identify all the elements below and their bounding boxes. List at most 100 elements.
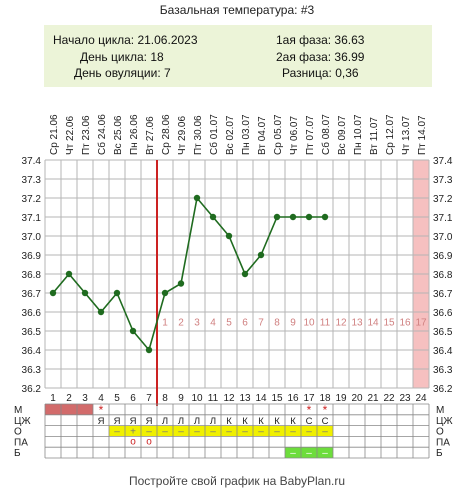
phase-day-number: 12: [335, 318, 347, 329]
mucus-quality-mark: –: [258, 427, 264, 438]
x-tick-date-label: Сб 01.07: [208, 114, 220, 155]
mucus-letter: К: [274, 416, 280, 427]
cycle-start-text: Начало цикла: 21.06.2023: [53, 33, 198, 47]
x-tick-date-label: Чт 29.06: [177, 116, 188, 155]
y-tick-label-left: 37.1: [22, 213, 42, 224]
cycle-day-text: День цикла: 18: [80, 50, 164, 64]
x-tick-day-label: 23: [399, 393, 411, 404]
y-tick-label-right: 36.9: [433, 251, 453, 262]
x-tick-date-label: Вс 25.06: [113, 115, 124, 155]
x-tick-day-label: 8: [162, 393, 168, 404]
mucus-quality-cell: [301, 425, 317, 437]
x-tick-date-label: Пт 14.07: [417, 115, 428, 155]
mucus-letter: Л: [162, 416, 168, 427]
x-tick-day-label: 5: [114, 393, 120, 404]
temperature-point: [225, 232, 233, 240]
x-tick-date-label: Чт 06.07: [289, 116, 300, 155]
y-tick-label-right: 37.1: [433, 213, 453, 224]
y-tick-label-left: 36.7: [22, 289, 42, 300]
mens-star-mark: *: [99, 403, 104, 417]
chart-title: Базальная температура: #3: [159, 3, 315, 17]
x-tick-date-label: Пт 30.06: [193, 115, 204, 155]
table-row-label-left: Б: [14, 448, 21, 459]
ovulation-day-text: День овуляции: 7: [74, 66, 171, 80]
table-row-label-right: О: [436, 427, 444, 438]
x-tick-date-label: Вт 27.06: [145, 116, 156, 155]
mucus-letter: К: [290, 416, 296, 427]
x-tick-day-label: 13: [239, 393, 251, 404]
temperature-point: [97, 308, 105, 316]
y-tick-label-right: 36.8: [433, 270, 453, 281]
x-tick-day-label: 16: [287, 393, 299, 404]
x-tick-day-label: 14: [255, 393, 267, 404]
x-tick-date-label: Ср 12.07: [385, 114, 396, 155]
x-tick-day-label: 17: [303, 393, 315, 404]
mucus-quality-mark: –: [162, 427, 168, 438]
mens-star-mark: *: [307, 403, 312, 417]
y-tick-label-right: 36.5: [433, 327, 453, 338]
phase2-text: 2ая фаза: 36.99: [276, 50, 365, 64]
table-row-label-left: О: [14, 427, 22, 438]
phase-day-number: 14: [367, 318, 379, 329]
x-tick-date-label: Сб 08.07: [320, 114, 332, 155]
mens-cell: [61, 404, 77, 415]
mucus-quality-mark: +: [130, 427, 136, 438]
temperature-point: [161, 289, 169, 297]
mucus-quality-mark: –: [194, 427, 200, 438]
x-tick-day-label: 7: [146, 393, 152, 404]
mucus-letter: Я: [98, 416, 105, 427]
x-tick-date-label: Вс 09.07: [337, 115, 348, 155]
y-tick-label-right: 36.3: [433, 365, 453, 376]
b-mark: –: [290, 448, 296, 459]
y-tick-label-left: 36.3: [22, 365, 42, 376]
phase-day-number: 2: [178, 318, 184, 329]
mucus-quality-cell: [317, 425, 333, 437]
mucus-quality-cell: [221, 425, 237, 437]
mucus-quality-cell: [109, 425, 125, 437]
mucus-quality-mark: –: [290, 427, 296, 438]
x-tick-day-label: 9: [178, 393, 184, 404]
x-tick-date-label: Пт 23.06: [81, 115, 92, 155]
phase-day-number: 3: [194, 318, 200, 329]
mucus-quality-cell: [173, 425, 189, 437]
y-tick-label-left: 36.5: [22, 327, 42, 338]
mucus-quality-mark: –: [114, 427, 120, 438]
mucus-quality-mark: –: [210, 427, 216, 438]
x-tick-date-label: Ср 21.06: [49, 114, 60, 155]
mucus-quality-mark: –: [178, 427, 184, 438]
b-mark: –: [322, 448, 328, 459]
x-tick-date-label: Вт 11.07: [369, 117, 380, 155]
temperature-point: [241, 270, 249, 278]
y-tick-label-left: 36.4: [22, 346, 42, 357]
x-tick-day-label: 11: [208, 393, 219, 404]
mens-cell: [45, 404, 61, 415]
mucus-letter: Л: [210, 416, 216, 427]
table-row-label-right: ЦЖ: [436, 416, 453, 427]
temperature-point: [65, 270, 73, 278]
x-tick-day-label: 24: [415, 393, 427, 404]
phase-day-number: 6: [242, 318, 248, 329]
table-row-label-left: ЦЖ: [14, 416, 31, 427]
temperature-point: [321, 213, 329, 221]
table-row-label-right: М: [436, 405, 444, 416]
mens-star-mark: *: [323, 403, 328, 417]
info-panel: Начало цикла: 21.06.2023 День цикла: 18 …: [44, 25, 432, 87]
footer-link[interactable]: Постройте свой график на BabyPlan.ru: [128, 474, 346, 488]
x-tick-day-label: 12: [223, 393, 235, 404]
phase-day-number: 11: [320, 318, 331, 329]
mucus-quality-mark: –: [274, 427, 280, 438]
x-tick-date-label: Пн 10.07: [353, 114, 364, 155]
x-tick-day-label: 20: [351, 393, 363, 404]
mucus-quality-cell: [125, 425, 141, 437]
x-tick-day-label: 15: [271, 393, 283, 404]
x-tick-day-label: 4: [98, 393, 104, 404]
phase-day-number: 8: [274, 318, 280, 329]
b-row-cell: [301, 447, 317, 458]
mucus-quality-mark: –: [306, 427, 312, 438]
phase-day-number: 17: [415, 318, 427, 329]
phase1-text: 1ая фаза: 36.63: [276, 33, 365, 47]
mucus-quality-mark: –: [226, 427, 232, 438]
y-tick-label-right: 37.4: [433, 156, 453, 167]
mucus-quality-cell: [205, 425, 221, 437]
y-tick-label-left: 36.6: [22, 308, 42, 319]
